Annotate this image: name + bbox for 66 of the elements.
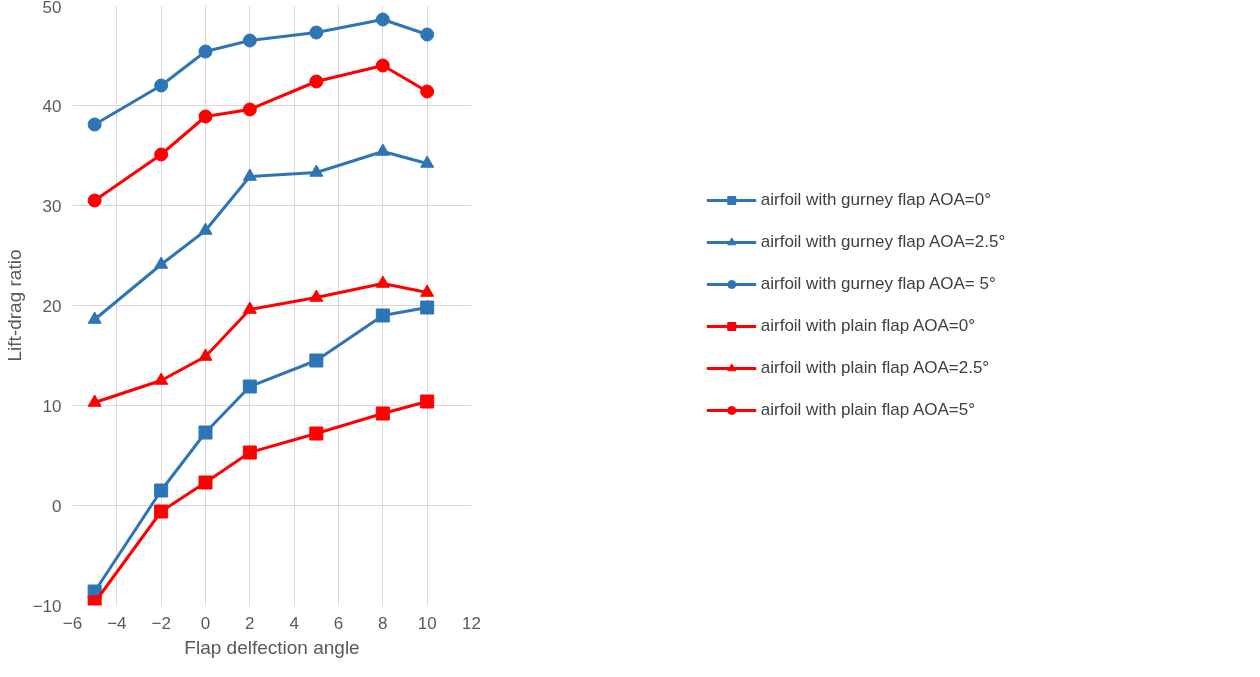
- x-axis-title: Flap delfection angle: [184, 636, 360, 658]
- point: [375, 143, 390, 156]
- point: [87, 394, 102, 407]
- point: [309, 289, 324, 302]
- point: [87, 117, 102, 132]
- y-tick-label: 0: [52, 496, 62, 516]
- point: [242, 102, 257, 117]
- point: [375, 12, 390, 27]
- legend-label: airfoil with plain flap AOA=0°: [760, 316, 975, 336]
- x-tick-label: 6: [333, 613, 344, 633]
- point: [309, 164, 324, 177]
- point: [198, 348, 213, 361]
- legend-label: airfoil with gurney flap AOA=0°: [760, 190, 992, 210]
- point: [375, 275, 390, 288]
- point: [87, 595, 102, 606]
- point: [309, 25, 324, 40]
- x-tick-label: 8: [378, 613, 388, 633]
- point: [309, 353, 324, 368]
- x-tick-label: −4: [107, 613, 127, 633]
- point: [309, 74, 324, 89]
- point: [420, 84, 435, 99]
- point: [154, 483, 169, 498]
- legend-label: airfoil with gurney flap AOA= 5°: [760, 274, 996, 294]
- legend-label: airfoil with plain flap AOA=2.5°: [760, 358, 990, 378]
- point: [420, 284, 435, 297]
- point: [198, 425, 213, 440]
- x-tick-label: 2: [245, 613, 255, 633]
- point: [154, 256, 169, 269]
- point: [242, 168, 257, 181]
- x-tick-label: −6: [62, 613, 83, 633]
- point: [198, 222, 213, 235]
- x-tick-label: −2: [151, 613, 171, 633]
- x-tick-label: 4: [289, 613, 299, 633]
- point: [242, 301, 257, 314]
- x-tick-label: 0: [200, 613, 211, 633]
- point: [154, 372, 169, 385]
- point: [309, 426, 324, 441]
- point: [87, 193, 102, 208]
- x-tick-label: 10: [417, 613, 437, 633]
- point: [198, 475, 213, 490]
- point: [420, 27, 435, 42]
- legend-label: airfoil with plain flap AOA=5°: [760, 400, 975, 420]
- point: [375, 308, 390, 323]
- point: [375, 406, 390, 421]
- point: [242, 33, 257, 48]
- y-tick-label: −10: [32, 596, 62, 616]
- y-axis-title: Lift-drag ratio: [3, 249, 25, 362]
- point: [420, 300, 435, 315]
- point: [198, 44, 213, 59]
- point: [375, 58, 390, 73]
- point: [154, 504, 169, 519]
- point: [420, 155, 435, 168]
- point: [198, 109, 213, 124]
- y-tick-label: 50: [42, 0, 62, 17]
- point: [242, 445, 257, 460]
- point: [154, 147, 169, 162]
- y-tick-label: 30: [42, 196, 62, 216]
- x-tick-label: 12: [462, 613, 481, 633]
- y-tick-label: 40: [42, 96, 62, 116]
- point: [420, 394, 435, 409]
- legend-label: airfoil with gurney flap AOA=2.5°: [760, 232, 1006, 252]
- point: [242, 379, 257, 394]
- y-tick-label: 10: [42, 396, 62, 416]
- y-tick-label: 20: [42, 296, 62, 316]
- point: [87, 311, 102, 324]
- point: [154, 78, 169, 93]
